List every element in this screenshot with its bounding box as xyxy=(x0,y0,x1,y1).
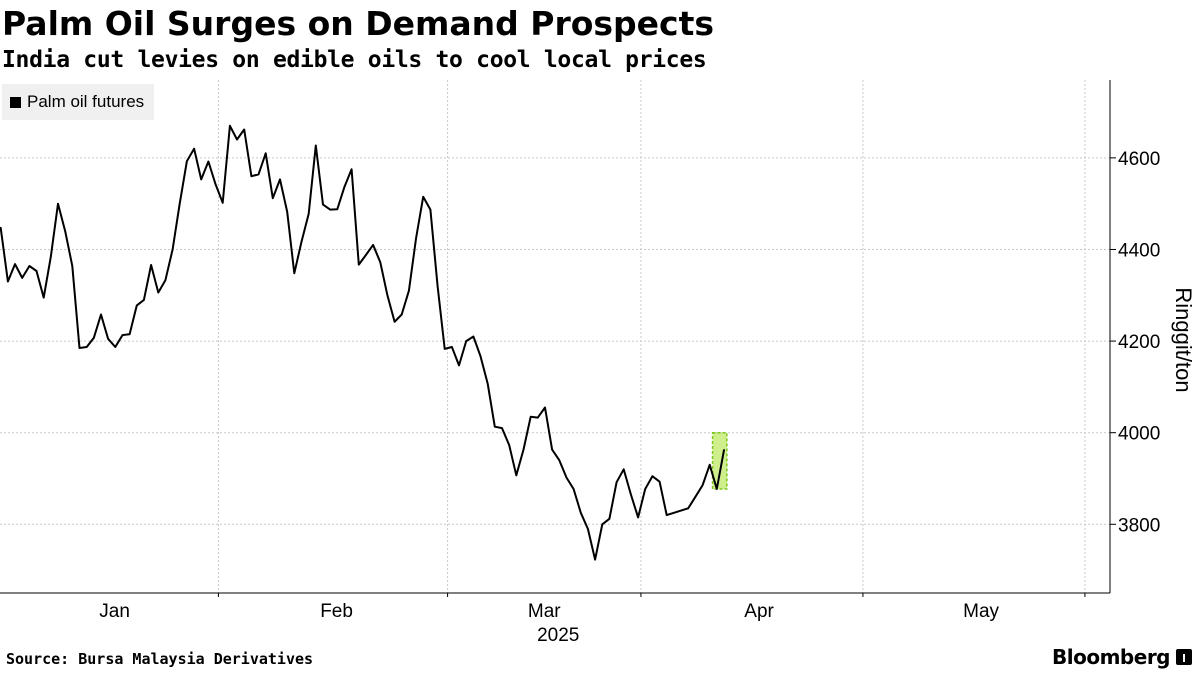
label-layer: 3800 4000 4200 4400 4600 Jan Feb Mar Apr May 2025 R… xyxy=(99,149,1196,646)
y-tick-label: 4200 xyxy=(1118,332,1160,353)
series-line-palm-oil-futures xyxy=(0,124,725,561)
source-note: Source: Bursa Malaysia Derivatives xyxy=(6,650,314,668)
bloomberg-terminal-icon xyxy=(1176,649,1192,665)
axis-layer xyxy=(0,80,1116,597)
chart-title: Palm Oil Surges on Demand Prospects xyxy=(2,4,715,43)
x-tick-label: Feb xyxy=(320,601,353,622)
x-year-label: 2025 xyxy=(537,625,579,646)
chart-subtitle: India cut levies on edible oils to cool … xyxy=(2,47,707,73)
x-tick-label: Mar xyxy=(528,601,561,622)
highlight-box xyxy=(711,431,728,490)
x-tick-label: May xyxy=(963,601,999,622)
y-tick-label: 4600 xyxy=(1118,149,1160,170)
x-tick-label: Jan xyxy=(99,601,130,622)
y-tick-label: 4400 xyxy=(1118,240,1160,261)
x-tick-label: Apr xyxy=(744,601,774,622)
y-tick-label: 3800 xyxy=(1118,515,1160,536)
legend-label: Palm oil futures xyxy=(27,92,145,111)
legend: Palm oil futures xyxy=(2,84,155,120)
brand-logo: Bloomberg xyxy=(1052,645,1192,669)
brand-name: Bloomberg xyxy=(1052,645,1170,669)
series-layer xyxy=(0,124,725,561)
grid-layer xyxy=(0,80,1110,593)
y-axis-label: Ringgit/ton xyxy=(1171,287,1196,392)
y-tick-label: 4000 xyxy=(1118,424,1160,445)
highlight-layer xyxy=(711,431,728,490)
legend-swatch xyxy=(10,96,21,108)
